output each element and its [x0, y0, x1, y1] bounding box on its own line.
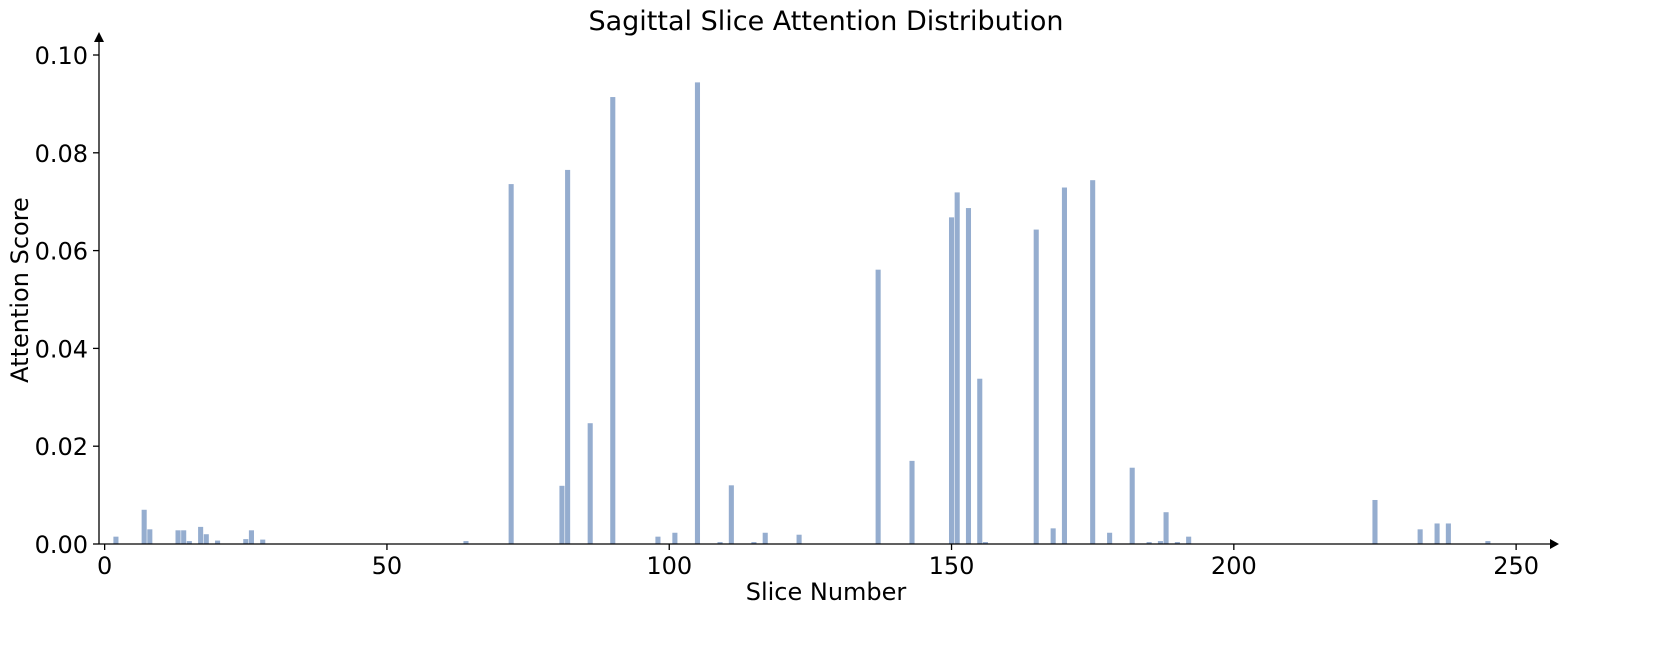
y-tick-label: 0.04 — [35, 335, 88, 363]
bar-slice-81 — [559, 485, 565, 544]
x-tick-label: 0 — [97, 552, 112, 580]
x-ticks-group: 0 50 100 150 200 250 — [97, 544, 1539, 580]
y-tick-label: 0.06 — [35, 238, 88, 266]
bar-slice-90 — [610, 97, 616, 544]
bar-slice-143 — [909, 460, 915, 544]
bar-slice-123 — [796, 534, 802, 544]
y-tick-label: 0.00 — [35, 531, 88, 559]
x-tick-label: 100 — [646, 552, 692, 580]
bar-slice-7 — [141, 509, 147, 544]
bar-slice-165 — [1033, 229, 1039, 544]
bar-slice-225 — [1372, 499, 1378, 544]
bar-slice-26 — [248, 530, 254, 544]
x-axis-title: Slice Number — [746, 578, 907, 606]
bar-slice-238 — [1445, 523, 1451, 544]
bar-slice-137 — [875, 269, 881, 544]
bar-slice-188 — [1163, 512, 1169, 544]
bars-group — [113, 82, 1491, 545]
bar-slice-155 — [977, 378, 983, 544]
y-axis-title: Attention Score — [6, 197, 34, 383]
axes-group — [94, 32, 1559, 549]
bar-slice-72 — [508, 184, 514, 544]
bar-slice-117 — [762, 532, 768, 544]
bar-slice-13 — [175, 530, 181, 544]
bar-slice-178 — [1107, 532, 1113, 544]
y-tick-label: 0.08 — [35, 140, 88, 168]
bar-slice-18 — [203, 534, 209, 544]
bar-slice-15 — [186, 541, 192, 544]
bar-slice-151 — [954, 192, 960, 544]
x-axis-arrow-icon — [1550, 539, 1559, 549]
bar-slice-101 — [672, 532, 678, 544]
y-ticks-group: 0.00 0.02 0.04 0.06 0.08 0.10 — [35, 42, 99, 559]
bar-slice-190 — [1174, 542, 1180, 544]
y-axis-arrow-icon — [94, 32, 104, 42]
bar-slice-187 — [1157, 541, 1163, 544]
x-tick-label: 50 — [372, 552, 403, 580]
bar-slice-168 — [1050, 528, 1056, 544]
bar-slice-245 — [1485, 541, 1491, 544]
y-tick-label: 0.10 — [35, 42, 88, 70]
bar-slice-64 — [463, 541, 469, 544]
bar-slice-153 — [965, 208, 972, 544]
bar-slice-233 — [1417, 529, 1423, 544]
bar-slice-28 — [260, 539, 266, 544]
bar-slice-111 — [728, 485, 734, 544]
bar-slice-86 — [587, 423, 593, 544]
x-tick-label: 200 — [1211, 552, 1257, 580]
y-tick-label: 0.02 — [35, 433, 88, 461]
bar-slice-20 — [215, 540, 221, 544]
bar-slice-2 — [113, 536, 119, 544]
x-tick-label: 150 — [929, 552, 975, 580]
x-tick-label: 250 — [1493, 552, 1539, 580]
bar-slice-150 — [948, 217, 955, 544]
bar-slice-98 — [655, 536, 661, 544]
bar-slice-17 — [198, 526, 204, 544]
bar-slice-115 — [751, 542, 757, 544]
bar-slice-82 — [565, 169, 571, 545]
bar-slice-14 — [181, 530, 187, 544]
bar-slice-109 — [717, 542, 723, 544]
bar-slice-8 — [147, 529, 153, 544]
bar-slice-170 — [1061, 187, 1067, 545]
bar-slice-156 — [982, 542, 988, 544]
chart-title: Sagittal Slice Attention Distribution — [588, 6, 1063, 37]
bar-slice-25 — [243, 539, 249, 544]
bar-slice-185 — [1146, 542, 1152, 544]
bar-slice-192 — [1186, 536, 1192, 544]
bar-slice-105 — [694, 82, 701, 544]
bar-slice-175 — [1090, 180, 1096, 544]
bar-slice-182 — [1129, 467, 1135, 544]
bar-slice-236 — [1434, 523, 1440, 544]
